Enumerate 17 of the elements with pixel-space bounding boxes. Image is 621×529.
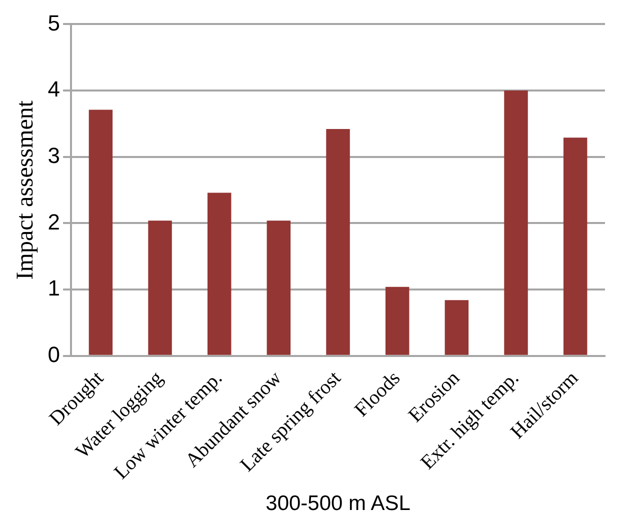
- bar: [563, 138, 588, 355]
- bar: [504, 90, 528, 355]
- y-tick-label: 2: [48, 209, 60, 234]
- bar: [444, 300, 469, 355]
- x-axis-title: 300-500 m ASL: [266, 492, 410, 516]
- bar: [148, 220, 172, 355]
- bar: [88, 110, 113, 355]
- bar: [207, 192, 232, 355]
- y-tick-label: 3: [48, 142, 60, 168]
- y-tick-label: 1: [48, 276, 60, 301]
- y-tick-label: 5: [48, 10, 60, 36]
- bar: [266, 220, 291, 355]
- bar: [326, 129, 350, 355]
- y-tick-label: 4: [48, 76, 60, 102]
- bar: [385, 286, 410, 355]
- y-tick-label: 0: [48, 342, 60, 367]
- y-axis-title: Impact assessment: [12, 100, 39, 280]
